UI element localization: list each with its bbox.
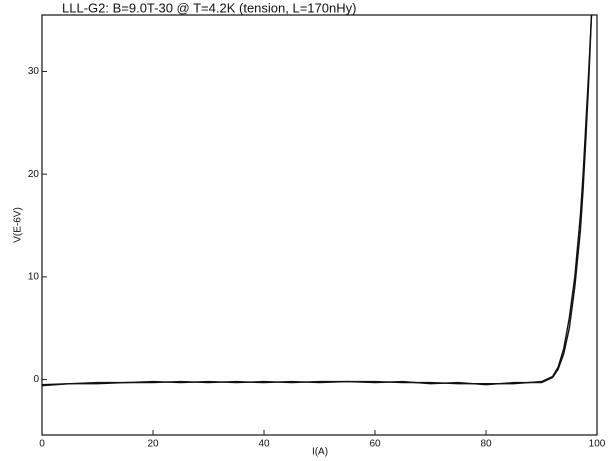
plot-area [42,15,593,387]
plot-frame [41,14,598,436]
x-axis-label: I(A) [312,447,328,458]
x-tick-label: 20 [147,439,159,450]
x-tick-label: 40 [258,439,270,450]
x-tick-label: 0 [39,439,45,450]
y-tick-label: 0 [33,374,39,385]
y-tick-label: 30 [28,66,40,77]
y-axis-label: V(E-6V) [13,207,24,243]
x-tick-label: 80 [480,439,492,450]
data-line [42,15,593,386]
y-tick-label: 10 [28,271,40,282]
chart-title: LLL-G2: B=9.0T-30 @ T=4.2K (tension, L=1… [62,0,356,15]
x-tick-label: 100 [589,439,606,450]
x-tick-label: 60 [369,439,381,450]
data-line [42,15,593,387]
y-tick-label: 20 [28,169,40,180]
